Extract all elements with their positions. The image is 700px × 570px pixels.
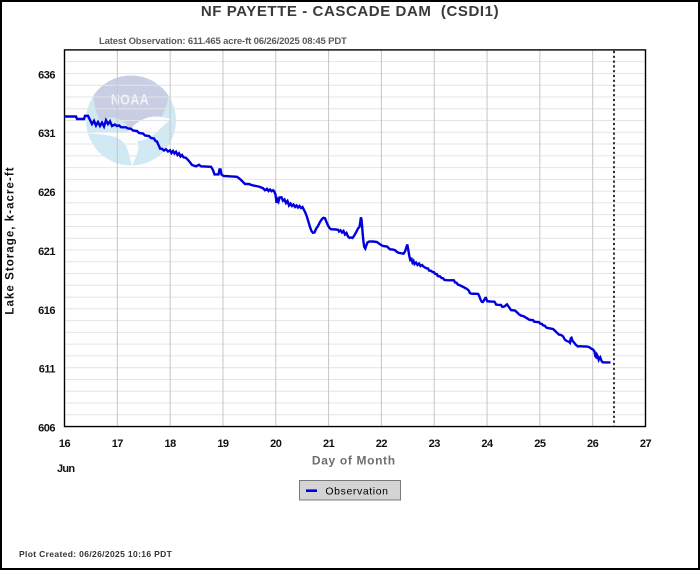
- svg-text:NOAA: NOAA: [111, 91, 149, 107]
- svg-text:19: 19: [217, 438, 229, 450]
- svg-text:631: 631: [38, 128, 55, 140]
- svg-text:626: 626: [38, 187, 55, 199]
- svg-text:23: 23: [429, 438, 441, 450]
- svg-text:Lake Storage, k-acre-ft: Lake Storage, k-acre-ft: [5, 166, 17, 314]
- svg-text:25: 25: [534, 438, 546, 450]
- svg-text:20: 20: [270, 438, 282, 450]
- svg-text:611: 611: [39, 364, 56, 376]
- svg-text:26: 26: [587, 438, 599, 450]
- svg-text:21: 21: [323, 438, 335, 450]
- svg-text:22: 22: [376, 438, 388, 450]
- svg-text:27: 27: [640, 438, 652, 450]
- svg-text:621: 621: [38, 246, 55, 258]
- svg-text:Jun: Jun: [57, 463, 75, 475]
- svg-text:18: 18: [165, 438, 177, 450]
- svg-text:Day of Month: Day of Month: [312, 454, 396, 468]
- svg-text:616: 616: [38, 305, 55, 317]
- svg-text:17: 17: [112, 438, 124, 450]
- svg-text:636: 636: [38, 69, 55, 81]
- svg-text:16: 16: [59, 438, 71, 450]
- svg-text:24: 24: [481, 438, 494, 450]
- svg-text:606: 606: [38, 422, 55, 434]
- svg-text:Observation: Observation: [325, 485, 388, 497]
